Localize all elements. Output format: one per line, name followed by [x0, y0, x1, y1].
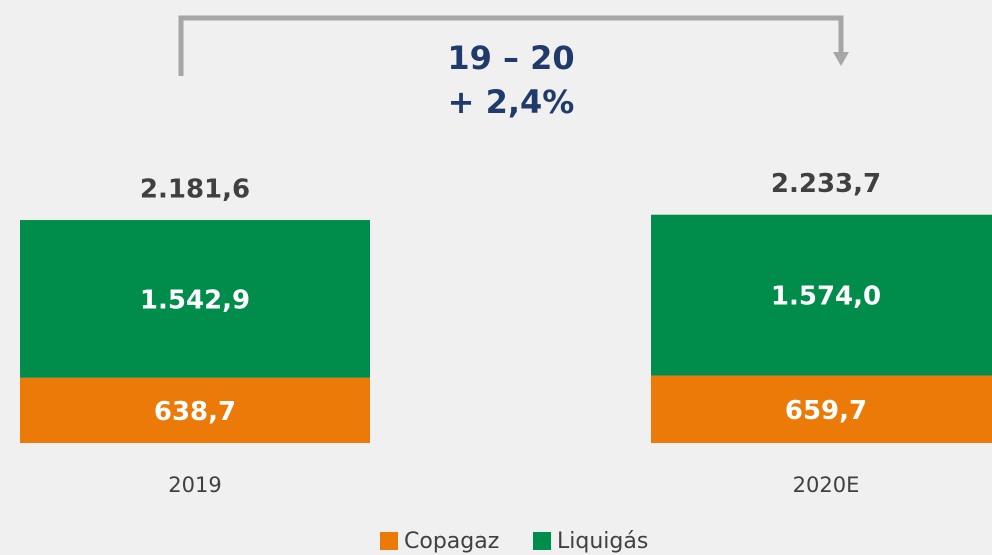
- total-label: 2.233,7: [771, 169, 881, 199]
- legend-swatch: [380, 532, 398, 550]
- bar-segment: [20, 377, 370, 443]
- category-label: 2019: [168, 473, 221, 497]
- bracket-arrow: [833, 52, 849, 66]
- value-label: 1.542,9: [140, 285, 250, 315]
- category-label: 2020E: [793, 473, 860, 497]
- total-label: 2.181,6: [140, 175, 250, 205]
- value-label: 659,7: [785, 396, 867, 426]
- legend-label: Liquigás: [557, 529, 648, 554]
- legend-swatch: [533, 532, 551, 550]
- bracket: [178, 15, 844, 76]
- annotation: + 2,4%: [448, 83, 575, 121]
- bar-segment: [20, 220, 370, 378]
- value-label: 1.574,0: [771, 282, 881, 312]
- bar-segment: [651, 375, 992, 443]
- value-label: 638,7: [154, 397, 236, 427]
- annotation: 19 – 20: [447, 39, 574, 77]
- legend-label: Copagaz: [404, 529, 499, 554]
- bar-segment: [651, 214, 992, 376]
